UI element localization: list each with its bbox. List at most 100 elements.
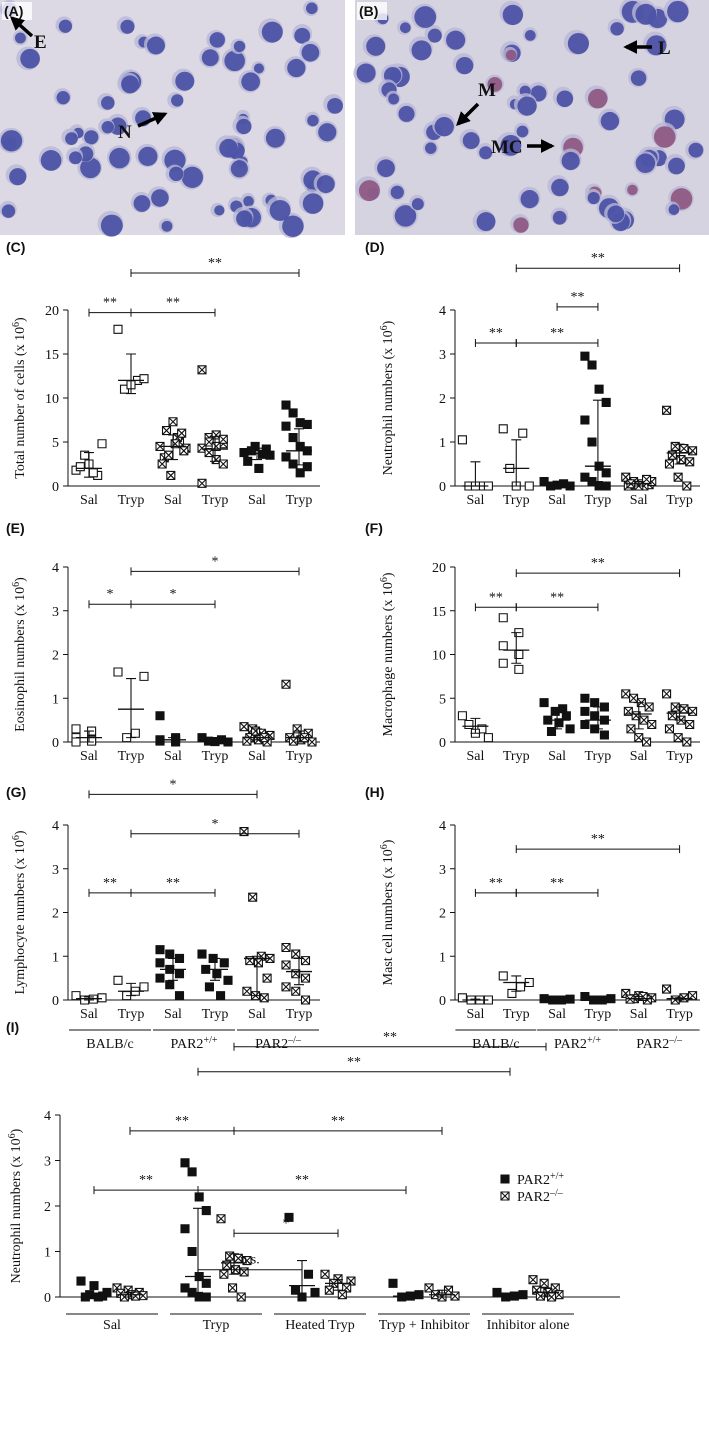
significance-bracket (515, 888, 599, 897)
x-tick-label: Tryp (666, 493, 693, 508)
error-bar (294, 730, 304, 743)
y-tick-label: 4 (439, 819, 446, 834)
arrow-label: MC (491, 137, 523, 158)
y-tick-label: 2 (44, 1200, 51, 1215)
point (155, 736, 165, 746)
y-axis-label-part: Neutrophil numbers (x 10 (381, 330, 396, 475)
cell-nucleus (318, 123, 337, 142)
point (599, 730, 609, 740)
point (634, 733, 644, 743)
y-tick-label: 3 (52, 605, 59, 620)
cell-nucleus (171, 94, 184, 107)
cell-nucleus (68, 151, 82, 165)
significance-bracket (130, 269, 300, 278)
cell-nucleus (80, 157, 101, 179)
y-axis-label: Neutrophil numbers (x 106) (7, 1128, 25, 1283)
x-tick-label: Sal (630, 493, 648, 508)
cell-nucleus (236, 210, 253, 227)
point (75, 462, 85, 472)
point (561, 711, 571, 721)
y-axis-label-part: ) (9, 1128, 24, 1133)
significance-label: ** (166, 876, 180, 891)
point (80, 1292, 90, 1302)
point (166, 470, 176, 480)
point (664, 724, 675, 734)
x-tick-label: Heated Tryp (285, 1318, 355, 1333)
point (498, 971, 508, 981)
y-tick-label: 0 (439, 480, 446, 495)
point (131, 1291, 141, 1301)
chart-panel: (G) Lymphocyte numbers (x 106) 0 1 2 3 4 Sal Try… (6, 777, 320, 1052)
significance-bracket (197, 1265, 303, 1274)
point (281, 400, 291, 410)
y-tick-label: 1 (52, 692, 59, 707)
label-bg (2, 2, 32, 20)
legend-label: PAR2–/– (517, 1188, 564, 1206)
point (300, 995, 311, 1005)
significance-label: ** (331, 1114, 345, 1129)
label-bg (357, 2, 387, 20)
cell-nucleus (635, 153, 656, 173)
y-axis-label-part: Macrophage numbers (x 10 (381, 582, 396, 736)
point (201, 1278, 211, 1288)
cell-nucleus (282, 215, 304, 237)
point (239, 448, 249, 458)
error-bar (126, 353, 136, 395)
significance-label: ** (103, 296, 117, 311)
cell-nucleus (520, 190, 539, 209)
cell-nucleus (327, 97, 343, 114)
point (218, 459, 228, 469)
point (281, 421, 291, 431)
point (587, 437, 597, 447)
cell-nucleus (307, 114, 319, 127)
y-axis-label: Lymphocyte numbers (x 106) (11, 830, 29, 994)
point (281, 960, 291, 970)
y-tick-label: 4 (52, 819, 59, 834)
point (197, 365, 207, 375)
y-axis-label-part: Eosinophil numbers (x 10 (13, 587, 28, 732)
point (300, 956, 311, 966)
x-tick-label: Tryp (286, 1007, 313, 1022)
point (174, 953, 185, 963)
group-label-part: PAR2 (170, 1037, 203, 1052)
cell-nucleus (20, 48, 40, 69)
y-tick-label: 4 (52, 561, 59, 576)
arrow (456, 102, 480, 126)
error-bar (126, 982, 136, 997)
point (71, 724, 81, 734)
point (337, 1290, 347, 1300)
significance-label: ** (489, 326, 503, 341)
y-axis-label-part: Mast cell numbers (x 10 (381, 849, 396, 985)
point (89, 1281, 99, 1291)
x-tick-label: Tryp (585, 749, 612, 764)
point (201, 1206, 211, 1216)
point (414, 1290, 424, 1300)
error-bar (229, 1253, 239, 1275)
significance-label: ** (383, 1030, 397, 1045)
significance-label: * (283, 1216, 290, 1231)
x-tick-label: Tryp (503, 493, 530, 508)
cell-nucleus (434, 117, 454, 137)
cell-nucleus (414, 6, 437, 28)
significance-label: ** (166, 296, 180, 311)
y-axis-label-part: 6 (11, 322, 22, 327)
cell-nucleus (40, 150, 62, 171)
point (253, 958, 263, 968)
cell-nucleus (100, 214, 123, 237)
point (223, 975, 233, 985)
significance-bracket (130, 567, 300, 576)
arrow-label: L (658, 38, 671, 59)
point (535, 1291, 545, 1301)
panel-label: (H) (365, 784, 384, 800)
y-axis-label-part: 6 (379, 577, 390, 582)
point (324, 1285, 334, 1295)
arrow-label: E (34, 32, 47, 53)
y-axis-label: Neutrophil numbers (x 106) (379, 320, 397, 475)
cell-nucleus (462, 132, 480, 150)
y-axis-label-part: Total number of cells (x 10 (13, 327, 28, 479)
point (662, 984, 672, 994)
point (679, 444, 689, 454)
panel-label: (F) (365, 520, 383, 536)
cell-nucleus (411, 40, 432, 61)
error-bar (511, 975, 522, 992)
